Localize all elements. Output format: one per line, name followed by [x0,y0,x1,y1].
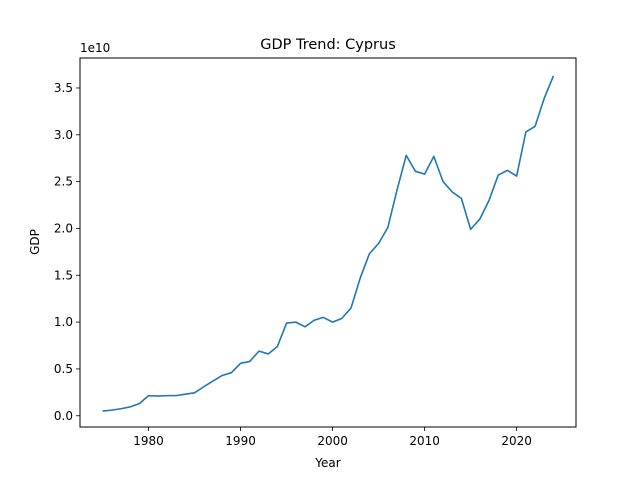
y-tick-label: 2.0 [54,221,73,235]
y-tick-label: 3.5 [54,81,73,95]
series-line-gdp [102,75,555,412]
x-tick-label: 2020 [501,434,532,448]
y-tick-label: 3.0 [54,128,73,142]
y-tick-label: 2.5 [54,175,73,189]
x-axis: 1980 1990 2000 2010 2020 [133,427,532,448]
y-tick-label: 0.5 [54,362,73,376]
y-tick-label: 1.0 [54,315,73,329]
chart-title: GDP Trend: Cyprus [260,37,396,53]
y-axis-label: GDP [28,229,42,255]
x-tick-label: 2010 [409,434,440,448]
series-layer [102,75,555,412]
y-tick-label: 1.5 [54,268,73,282]
y-offset-label: 1e10 [80,41,110,55]
plot-area [79,57,577,428]
x-axis-label: Year [314,456,340,470]
y-tick-label: 0.0 [54,409,73,423]
x-tick-label: 2000 [317,434,348,448]
x-tick-label: 1990 [225,434,256,448]
x-tick-label: 1980 [133,434,164,448]
y-axis: 0.0 0.5 1.0 1.5 2.0 2.5 3.0 3.5 [54,81,80,423]
